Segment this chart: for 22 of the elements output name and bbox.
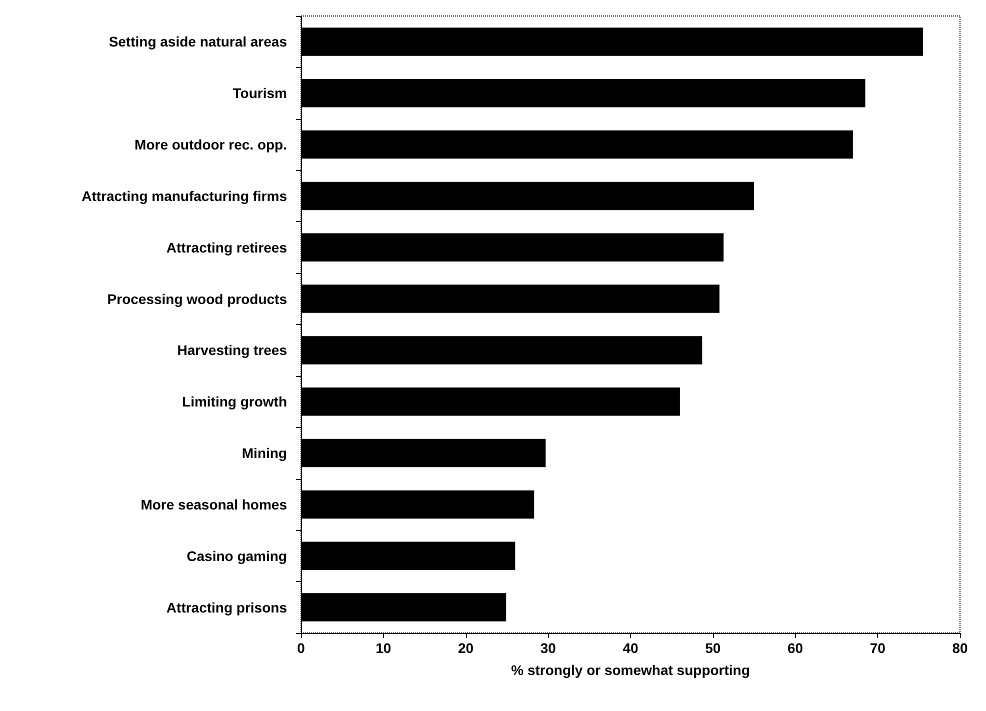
x-tick-label: 50 — [705, 640, 721, 656]
y-tick-label: Limiting growth — [182, 394, 287, 410]
y-tick-label: Setting aside natural areas — [108, 34, 288, 50]
y-tick-label: Harvesting trees — [177, 342, 288, 358]
y-tick-label: Attracting retirees — [166, 239, 288, 256]
y-tick-label: Attracting manufacturing firms — [82, 188, 288, 204]
x-tick-label: 60 — [787, 640, 804, 656]
x-tick-label: 0 — [297, 640, 306, 656]
y-tick-label: More seasonal homes — [140, 496, 288, 512]
x-tick-label: 10 — [376, 640, 392, 656]
x-tick-label: 40 — [622, 640, 638, 656]
y-tick-label: Attracting prisons — [166, 599, 288, 616]
y-tick-label: More outdoor rec. opp. — [134, 136, 287, 153]
x-tick-label: 70 — [870, 640, 886, 656]
x-tick-label: 20 — [458, 640, 474, 656]
x-axis-title: % strongly or somewhat supporting — [511, 662, 750, 678]
y-tick-label: Processing wood products — [107, 290, 288, 307]
x-tick-label: 80 — [952, 640, 968, 656]
x-tick-label: 30 — [540, 640, 556, 656]
y-tick-label: Mining — [242, 445, 287, 462]
y-tick-label: Casino gaming — [186, 548, 287, 564]
y-tick-label: Tourism — [232, 85, 287, 102]
